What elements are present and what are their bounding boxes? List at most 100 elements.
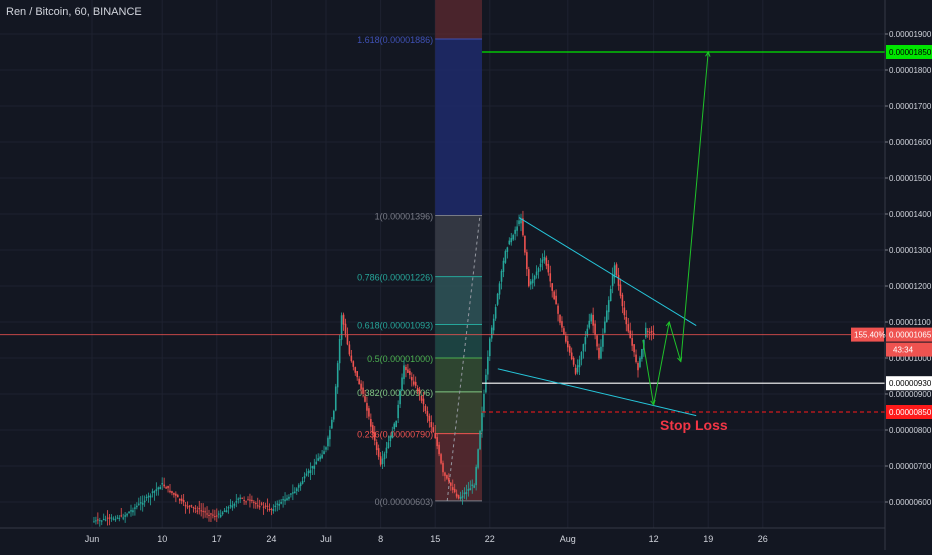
- candle-body: [223, 510, 226, 513]
- projection-polyline: [642, 51, 709, 405]
- candle-body: [650, 330, 653, 333]
- candle-body: [255, 503, 257, 505]
- candle-body: [325, 447, 327, 450]
- candle-body: [163, 484, 165, 487]
- candle-body: [202, 510, 204, 512]
- candle-body: [198, 508, 201, 510]
- candle-body: [567, 341, 569, 348]
- candle-body: [617, 274, 620, 286]
- candle-body: [153, 491, 156, 493]
- candle-body: [471, 484, 474, 486]
- price-tick-label: 0.00001200: [889, 282, 932, 291]
- candle-body: [426, 411, 429, 417]
- candle-body: [604, 321, 606, 333]
- candle-body: [274, 505, 277, 508]
- candle-body: [399, 391, 401, 405]
- candle-body: [582, 344, 585, 352]
- candle-body: [418, 389, 421, 394]
- candle-body: [570, 352, 573, 360]
- candle-body: [483, 393, 485, 412]
- candle-body: [559, 314, 561, 323]
- candle-body: [313, 465, 316, 469]
- candle-body: [321, 454, 323, 458]
- fib-level-label: 0.382(0.00000906): [357, 388, 433, 398]
- target-price-tag: 0.00001850: [889, 48, 932, 57]
- candle-body: [625, 316, 628, 325]
- candle-body: [385, 447, 388, 454]
- candle-body: [645, 327, 647, 338]
- price-tick-label: 0.00001400: [889, 210, 932, 219]
- candle-body: [467, 489, 470, 491]
- candle-body: [235, 501, 238, 503]
- candle-body: [237, 498, 240, 500]
- price-tick-label: 0.00001700: [889, 102, 932, 111]
- candle-body: [354, 367, 357, 373]
- candle-body: [284, 499, 286, 502]
- candles: [93, 210, 655, 527]
- candle-body: [175, 493, 177, 496]
- candle-body: [555, 295, 557, 305]
- time-tick-label: Jun: [85, 534, 100, 544]
- candle-body: [188, 505, 191, 507]
- candle-body: [372, 425, 374, 434]
- candle-body: [225, 510, 228, 513]
- time-tick-label: Jul: [320, 534, 332, 544]
- candle-body: [118, 517, 121, 519]
- candle-body: [286, 498, 288, 501]
- candle-body: [606, 310, 608, 322]
- candle-body: [613, 265, 616, 278]
- candle-body: [305, 473, 308, 476]
- current-price-tag-bg: [886, 327, 932, 342]
- price-tick-label: 0.00001300: [889, 246, 932, 255]
- candle-body: [432, 427, 435, 433]
- candle-body: [407, 369, 409, 373]
- candle-body: [541, 259, 544, 263]
- countdown-tag-bg: [886, 342, 932, 357]
- candle-body: [539, 263, 542, 268]
- candle-body: [95, 520, 97, 522]
- candle-body: [151, 491, 154, 493]
- candle-body: [186, 506, 189, 508]
- candle-body: [358, 378, 360, 385]
- candle-body: [171, 491, 173, 493]
- candle-body: [598, 347, 600, 359]
- time-tick-label: 22: [485, 534, 495, 544]
- candle-body: [477, 449, 479, 468]
- candle-body: [362, 387, 364, 394]
- candle-body: [442, 462, 444, 473]
- symbol-title: Ren / Bitcoin, 60, BINANCE: [6, 6, 142, 18]
- candle-body: [627, 324, 630, 332]
- candle-body: [97, 519, 99, 521]
- candle-body: [397, 404, 399, 419]
- candle-body: [258, 506, 261, 508]
- fib-zone: [435, 324, 482, 358]
- candle-body: [317, 458, 319, 461]
- candle-body: [576, 365, 579, 373]
- candle-body: [547, 263, 550, 273]
- candle-body: [128, 511, 130, 514]
- candle-body: [108, 517, 111, 519]
- candle-body: [344, 323, 347, 334]
- candle-body: [194, 508, 197, 510]
- candle-body: [621, 294, 624, 307]
- candle-body: [494, 307, 497, 319]
- candle-body: [329, 430, 331, 440]
- candle-body: [270, 508, 273, 510]
- candle-body: [574, 367, 577, 374]
- candle-body: [280, 502, 282, 504]
- candle-body: [216, 515, 218, 517]
- candle-body: [292, 492, 294, 494]
- candle-body: [264, 505, 267, 507]
- candle-body: [565, 335, 567, 342]
- candle-body: [132, 510, 134, 513]
- candle-body: [375, 442, 378, 451]
- candle-body: [239, 497, 241, 499]
- candle-body: [221, 512, 224, 515]
- candle-body: [208, 514, 210, 516]
- candle-body: [496, 293, 499, 305]
- candle-body: [580, 352, 583, 360]
- candle-body: [147, 495, 150, 498]
- candle-body: [633, 344, 635, 353]
- candle-body: [504, 251, 507, 263]
